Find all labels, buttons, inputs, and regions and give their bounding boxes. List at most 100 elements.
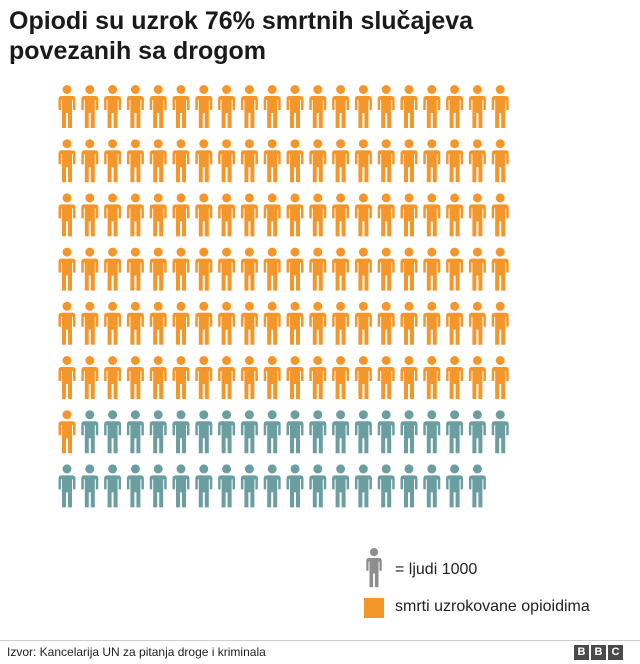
person-icon-opioid bbox=[218, 193, 236, 237]
person-icon-other bbox=[172, 464, 190, 508]
person-icon-opioid bbox=[309, 247, 327, 291]
person-icon-opioid bbox=[423, 139, 441, 183]
person-icon-opioid bbox=[400, 139, 418, 183]
person-icon-opioid bbox=[218, 139, 236, 183]
person-icon-other bbox=[468, 410, 486, 454]
bbc-logo-letter: C bbox=[608, 645, 623, 660]
person-icon-opioid bbox=[354, 139, 372, 183]
person-icon-opioid bbox=[354, 356, 372, 399]
person-icon-other bbox=[491, 410, 509, 454]
person-icon-opioid bbox=[332, 247, 350, 291]
person-icon-opioid bbox=[400, 85, 418, 128]
person-icon-opioid bbox=[172, 139, 190, 183]
person-icon-opioid bbox=[149, 85, 167, 128]
person-icon-opioid bbox=[446, 301, 464, 345]
person-icon-other bbox=[400, 410, 418, 454]
person-icon-opioid bbox=[400, 247, 418, 291]
person-icon-other bbox=[354, 410, 372, 454]
person-icon-opioid bbox=[377, 247, 395, 291]
person-icon-other bbox=[240, 464, 258, 508]
person-icon-opioid bbox=[104, 139, 122, 183]
person-icon-opioid bbox=[491, 356, 509, 399]
person-icon-opioid bbox=[104, 301, 122, 345]
person-icon-opioid bbox=[104, 193, 122, 237]
person-icon-opioid bbox=[468, 193, 486, 237]
person-icon-opioid bbox=[263, 85, 281, 128]
legend-swatch bbox=[364, 598, 384, 618]
person-icon-opioid bbox=[58, 85, 76, 128]
person-icon-opioid bbox=[58, 301, 76, 345]
person-icon-opioid bbox=[446, 356, 464, 399]
person-icon-other bbox=[195, 410, 213, 454]
person-icon-opioid bbox=[446, 193, 464, 237]
person-icon-other bbox=[377, 464, 395, 508]
person-icon-opioid bbox=[332, 139, 350, 183]
person-icon-opioid bbox=[81, 193, 99, 237]
person-icon-opioid bbox=[104, 85, 122, 128]
person-icon-other bbox=[377, 410, 395, 454]
person-icon-opioid bbox=[423, 247, 441, 291]
person-icon-opioid bbox=[126, 85, 144, 128]
person-icon-opioid bbox=[58, 247, 76, 291]
chart-title: Opiodi su uzrok 76% smrtnih slučajeva po… bbox=[9, 6, 629, 66]
person-icon-opioid bbox=[218, 356, 236, 399]
chart-title-line-1: Opiodi su uzrok 76% smrtnih slučajeva bbox=[9, 7, 474, 35]
person-icon-opioid bbox=[332, 85, 350, 128]
person-icon-opioid bbox=[332, 193, 350, 237]
person-icon-opioid bbox=[195, 356, 213, 399]
person-icon-other bbox=[332, 464, 350, 508]
person-icon-opioid bbox=[149, 139, 167, 183]
person-icon-opioid bbox=[423, 301, 441, 345]
person-icon-opioid bbox=[309, 139, 327, 183]
person-icon-opioid bbox=[126, 247, 144, 291]
person-icon-opioid bbox=[172, 247, 190, 291]
person-icon-opioid bbox=[354, 85, 372, 128]
person-icon-other bbox=[149, 410, 167, 454]
person-icon-other bbox=[446, 464, 464, 508]
person-icon-opioid bbox=[286, 193, 304, 237]
person-icon-opioid bbox=[81, 247, 99, 291]
person-icon-opioid bbox=[491, 85, 509, 128]
person-icon-opioid bbox=[172, 85, 190, 128]
person-icon-opioid bbox=[81, 356, 99, 399]
person-icon-opioid bbox=[354, 301, 372, 345]
person-icon-other bbox=[58, 464, 76, 508]
person-icon-opioid bbox=[468, 356, 486, 399]
person-icon-opioid bbox=[491, 193, 509, 237]
person-icon-opioid bbox=[491, 139, 509, 183]
person-icon-opioid bbox=[354, 247, 372, 291]
person-icon-opioid bbox=[126, 356, 144, 399]
person-icon-opioid bbox=[263, 247, 281, 291]
footer-divider bbox=[0, 640, 640, 641]
person-icon-opioid bbox=[172, 193, 190, 237]
person-icon-opioid bbox=[149, 247, 167, 291]
person-icon-opioid bbox=[332, 301, 350, 345]
person-icon-opioid bbox=[240, 301, 258, 345]
person-icon-other bbox=[423, 410, 441, 454]
person-icon-opioid bbox=[446, 247, 464, 291]
person-icon-other bbox=[104, 464, 122, 508]
person-icon-other bbox=[286, 410, 304, 454]
person-icon-other bbox=[104, 410, 122, 454]
person-icon-other bbox=[354, 464, 372, 508]
person-icon-opioid bbox=[377, 139, 395, 183]
person-icon-other bbox=[309, 464, 327, 508]
person-icon-other bbox=[400, 464, 418, 508]
person-icon-opioid bbox=[104, 356, 122, 399]
person-icon-opioid bbox=[468, 85, 486, 128]
person-icon-opioid bbox=[309, 193, 327, 237]
person-icon-opioid bbox=[218, 247, 236, 291]
person-icon-opioid bbox=[309, 356, 327, 399]
person-icon-opioid bbox=[81, 85, 99, 128]
person-icon-other bbox=[286, 464, 304, 508]
person-icon-opioid bbox=[126, 139, 144, 183]
person-icon-opioid bbox=[195, 139, 213, 183]
person-icon-opioid bbox=[58, 139, 76, 183]
person-icon-opioid bbox=[286, 85, 304, 128]
person-icon-other bbox=[81, 464, 99, 508]
person-icon-opioid bbox=[218, 85, 236, 128]
person-icon-opioid bbox=[377, 193, 395, 237]
person-icon-opioid bbox=[81, 139, 99, 183]
person-icon-opioid bbox=[263, 301, 281, 345]
person-icon-opioid bbox=[309, 85, 327, 128]
